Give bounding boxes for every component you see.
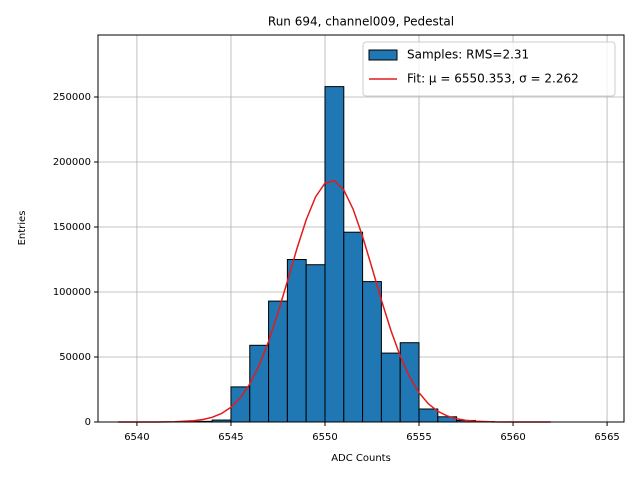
- x-tick-label: 6560: [500, 432, 525, 443]
- histogram-bar: [287, 260, 306, 422]
- histogram-bar: [400, 343, 419, 422]
- histogram-bar: [419, 409, 438, 422]
- histogram-bar: [344, 232, 363, 422]
- histogram-bar: [381, 353, 400, 422]
- legend-label: Samples: RMS=2.31: [407, 48, 529, 62]
- y-tick-label: 50000: [59, 352, 91, 363]
- legend: Samples: RMS=2.31 Fit: μ = 6550.353, σ = …: [363, 42, 615, 96]
- x-tick-label: 6555: [406, 432, 431, 443]
- y-tick-label: 200000: [53, 157, 91, 168]
- histogram-bar: [306, 265, 325, 422]
- legend-label: Fit: μ = 6550.353, σ = 2.262: [407, 72, 579, 86]
- histogram-bar: [269, 301, 288, 422]
- legend-swatch: [369, 50, 397, 60]
- y-tick-label: 150000: [53, 222, 91, 233]
- histogram-bar: [363, 282, 382, 422]
- y-tick-label: 0: [85, 417, 91, 428]
- y-axis-label: Entries: [17, 211, 28, 246]
- y-tick-label: 100000: [53, 287, 91, 298]
- x-tick-label: 6545: [218, 432, 243, 443]
- y-tick-label: 250000: [53, 92, 91, 103]
- x-tick-label: 6550: [312, 432, 337, 443]
- chart-title: Run 694, channel009, Pedestal: [268, 15, 454, 29]
- x-tick-label: 6565: [594, 432, 619, 443]
- histogram-bar: [250, 345, 269, 422]
- x-axis-label: ADC Counts: [331, 453, 391, 464]
- x-tick-label: 6540: [124, 432, 149, 443]
- histogram-bar: [325, 87, 344, 422]
